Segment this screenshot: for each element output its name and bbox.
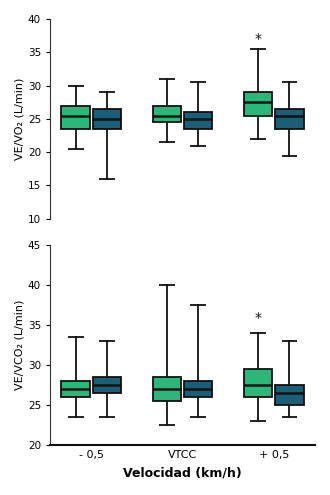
Bar: [275, 109, 304, 129]
Bar: [93, 377, 121, 393]
Bar: [152, 105, 181, 122]
Bar: [184, 381, 213, 397]
Bar: [152, 377, 181, 401]
X-axis label: Velocidad (km/h): Velocidad (km/h): [123, 467, 242, 480]
Bar: [244, 369, 272, 397]
Bar: [244, 92, 272, 115]
Text: *: *: [254, 32, 261, 46]
Y-axis label: VE/VO₂ (L/min): VE/VO₂ (L/min): [15, 78, 25, 160]
Bar: [61, 105, 90, 129]
Bar: [184, 112, 213, 129]
Text: *: *: [254, 311, 261, 325]
Y-axis label: VE/VCO₂ (L/min): VE/VCO₂ (L/min): [15, 300, 25, 391]
Bar: [93, 109, 121, 129]
Bar: [61, 381, 90, 397]
Bar: [275, 385, 304, 405]
